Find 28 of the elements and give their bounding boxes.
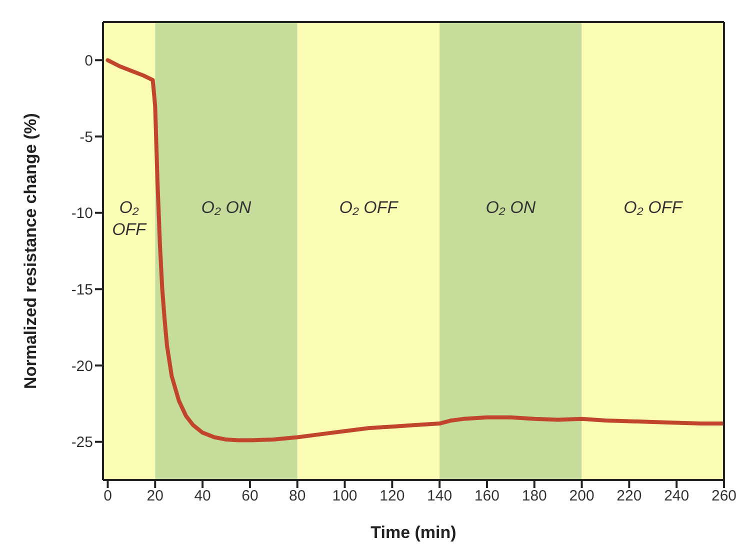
x-tick-label: 220 (616, 488, 642, 505)
y-tick-label: -10 (71, 205, 93, 222)
x-tick-label: 240 (664, 488, 690, 505)
band-label: O₂ ON (201, 198, 252, 217)
x-tick-label: 40 (194, 488, 211, 505)
x-tick-label: 160 (474, 488, 500, 505)
y-tick-label: 0 (84, 52, 93, 70)
y-tick-label: -20 (71, 358, 93, 375)
x-tick-label: 80 (289, 488, 306, 505)
x-tick-label: 180 (522, 488, 547, 505)
y-tick-label: -25 (71, 434, 93, 452)
band-label: O₂ OFF (339, 198, 400, 217)
x-axis-title: Time (min) (370, 523, 456, 542)
y-tick-label: -5 (80, 128, 93, 146)
y-tick-label: -15 (71, 281, 93, 298)
x-tick-label: 260 (711, 488, 737, 505)
x-tick-label: 140 (427, 488, 452, 505)
band-label: O₂ ON (486, 198, 536, 217)
line-series (106, 58, 724, 442)
band-label: O₂ OFF (624, 198, 684, 217)
x-tick-label: 60 (242, 488, 258, 505)
x-tick-label: 200 (569, 488, 594, 505)
band-label: O₂ OFF (112, 198, 148, 239)
y-axis-title: Normalized resistance change (%) (21, 113, 40, 389)
x-tick-label: 120 (380, 488, 405, 505)
x-tick-label: 0 (104, 488, 112, 505)
x-tick-label: 100 (332, 488, 358, 505)
x-tick-label: 20 (146, 488, 164, 505)
